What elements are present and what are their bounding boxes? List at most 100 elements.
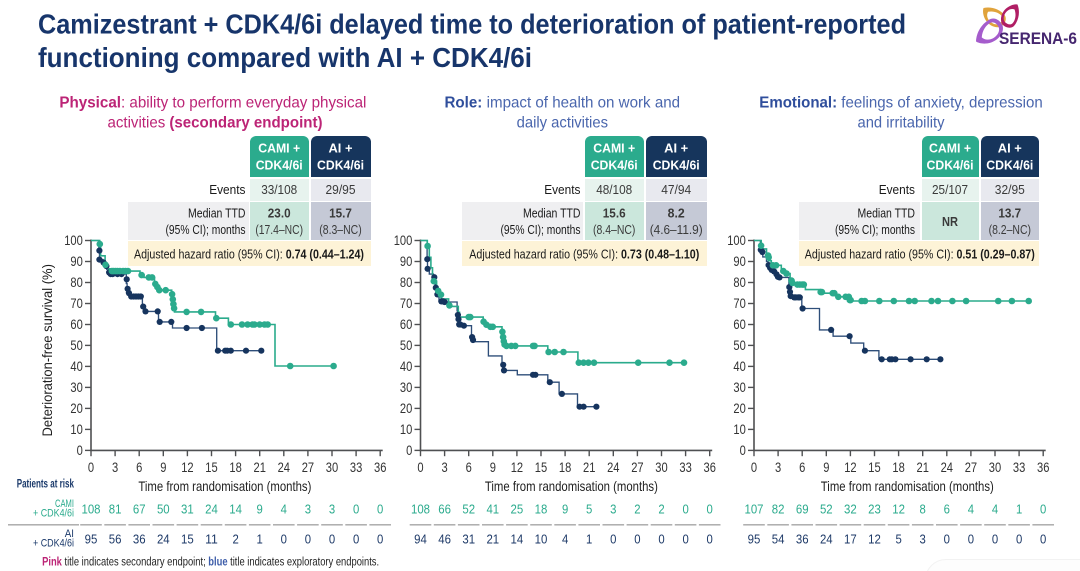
svg-text:30: 30: [400, 380, 413, 395]
svg-text:Camizestrant + CDK4/6i delayed: Camizestrant + CDK4/6i delayed time to d…: [38, 9, 906, 40]
svg-text:11: 11: [205, 531, 218, 546]
svg-text:NR: NR: [942, 215, 958, 229]
svg-text:impact of health on work and: impact of health on work and: [482, 95, 680, 112]
svg-text:9: 9: [257, 502, 263, 517]
svg-text:52: 52: [820, 502, 833, 517]
svg-text:(8.4–NC): (8.4–NC): [593, 223, 635, 237]
svg-text:100: 100: [727, 233, 746, 248]
svg-text:81: 81: [109, 502, 122, 517]
svg-text:32: 32: [844, 502, 857, 517]
svg-text:0: 0: [992, 531, 998, 546]
svg-text:0: 0: [88, 460, 95, 475]
svg-text:47/94: 47/94: [661, 183, 691, 197]
svg-text:30: 30: [326, 460, 339, 475]
svg-text:Events: Events: [879, 183, 915, 197]
svg-text:0.51 (0.29–0.87): 0.51 (0.29–0.87): [957, 247, 1035, 261]
svg-text:24: 24: [205, 502, 218, 517]
svg-text:56: 56: [109, 531, 122, 546]
svg-text:Pink: Pink: [42, 555, 62, 569]
svg-text:Median TTD: Median TTD: [858, 207, 916, 221]
svg-text:1: 1: [257, 531, 263, 546]
svg-text:18: 18: [535, 502, 548, 517]
svg-text:8: 8: [920, 502, 926, 517]
svg-text:21: 21: [486, 531, 499, 546]
svg-text:2: 2: [232, 531, 238, 546]
svg-text:Deterioration-free survival (%: Deterioration-free survival (%): [40, 264, 55, 436]
svg-text:3: 3: [329, 502, 335, 517]
svg-text:0: 0: [707, 531, 713, 546]
svg-text:CDK4/6i: CDK4/6i: [317, 158, 364, 173]
svg-text:9: 9: [160, 460, 166, 475]
svg-text:8.2: 8.2: [668, 207, 685, 221]
svg-text:3: 3: [920, 531, 926, 546]
svg-text:24: 24: [607, 460, 620, 475]
svg-text:Events: Events: [544, 183, 580, 197]
svg-text:0.74 (0.44–1.24): 0.74 (0.44–1.24): [286, 247, 364, 261]
svg-text:title indicates secondary endp: title indicates secondary endpoint;: [62, 555, 208, 569]
svg-text:Patients at risk: Patients at risk: [17, 477, 75, 491]
svg-text:0: 0: [329, 531, 335, 546]
svg-text:80: 80: [70, 275, 83, 290]
svg-text:(95% CI); months: (95% CI); months: [501, 223, 581, 237]
svg-text:0.73 (0.48–1.10): 0.73 (0.48–1.10): [621, 247, 699, 261]
svg-text:30: 30: [70, 380, 83, 395]
svg-text:80: 80: [733, 275, 746, 290]
svg-text:70: 70: [70, 296, 83, 311]
svg-text:0: 0: [707, 502, 713, 517]
svg-text:17: 17: [844, 531, 857, 546]
svg-text:23: 23: [868, 502, 881, 517]
svg-text:60: 60: [70, 317, 83, 332]
svg-text:50: 50: [733, 338, 746, 353]
svg-text:80: 80: [400, 275, 413, 290]
svg-text:13.7: 13.7: [998, 207, 1021, 221]
svg-text:6: 6: [799, 460, 805, 475]
svg-text:33: 33: [350, 460, 362, 475]
svg-text:0: 0: [634, 531, 640, 546]
svg-text:activities: activities: [108, 115, 170, 132]
svg-text:0: 0: [353, 531, 359, 546]
svg-text:21: 21: [583, 460, 595, 475]
svg-text:Adjusted hazard ratio (95% CI): Adjusted hazard ratio (95% CI):: [469, 247, 621, 261]
svg-text:0: 0: [751, 460, 758, 475]
svg-text:12: 12: [181, 460, 193, 475]
svg-text:40: 40: [733, 359, 746, 374]
svg-text:95: 95: [748, 531, 761, 546]
svg-text:9: 9: [823, 460, 829, 475]
svg-text:4: 4: [992, 502, 998, 517]
svg-text:0: 0: [658, 531, 664, 546]
svg-text:46: 46: [438, 531, 451, 546]
svg-text:Emotional:: Emotional:: [759, 95, 837, 112]
svg-text:40: 40: [70, 359, 83, 374]
svg-text:CAMI: CAMI: [55, 498, 74, 510]
svg-text:29/95: 29/95: [326, 183, 356, 197]
svg-text:20: 20: [70, 401, 83, 416]
svg-text:+ CDK4/6i: + CDK4/6i: [33, 508, 74, 520]
svg-text:12: 12: [892, 502, 905, 517]
svg-text:0: 0: [406, 443, 413, 458]
svg-text:Adjusted hazard ratio (95% CI): Adjusted hazard ratio (95% CI):: [134, 247, 286, 261]
svg-text:(95% CI); months: (95% CI); months: [166, 223, 246, 237]
svg-text:60: 60: [733, 317, 746, 332]
svg-text:30: 30: [989, 460, 1002, 475]
svg-text:0: 0: [968, 531, 974, 546]
svg-text:18: 18: [229, 460, 241, 475]
svg-text:14: 14: [511, 531, 524, 546]
svg-text:functioning compared with AI +: functioning compared with AI + CDK4/6i: [38, 42, 532, 73]
svg-text:9: 9: [562, 502, 568, 517]
svg-text:21: 21: [917, 460, 929, 475]
svg-text:90: 90: [400, 254, 413, 269]
svg-text:SERENA-6: SERENA-6: [999, 30, 1077, 48]
svg-text:(4.6–11.9): (4.6–11.9): [650, 223, 703, 237]
svg-text:4: 4: [281, 502, 287, 517]
svg-text:0: 0: [682, 531, 688, 546]
svg-text:20: 20: [400, 401, 413, 416]
svg-text:0: 0: [417, 460, 424, 475]
svg-text:31: 31: [181, 502, 194, 517]
svg-text:6: 6: [944, 502, 950, 517]
svg-text:2: 2: [634, 502, 640, 517]
svg-text:title indicates exploratory en: title indicates exploratory endpoints.: [228, 555, 380, 569]
svg-text:0: 0: [1040, 531, 1046, 546]
svg-text:32/95: 32/95: [995, 183, 1025, 197]
svg-text:0: 0: [305, 531, 311, 546]
svg-text:CAMI +: CAMI +: [258, 141, 300, 156]
